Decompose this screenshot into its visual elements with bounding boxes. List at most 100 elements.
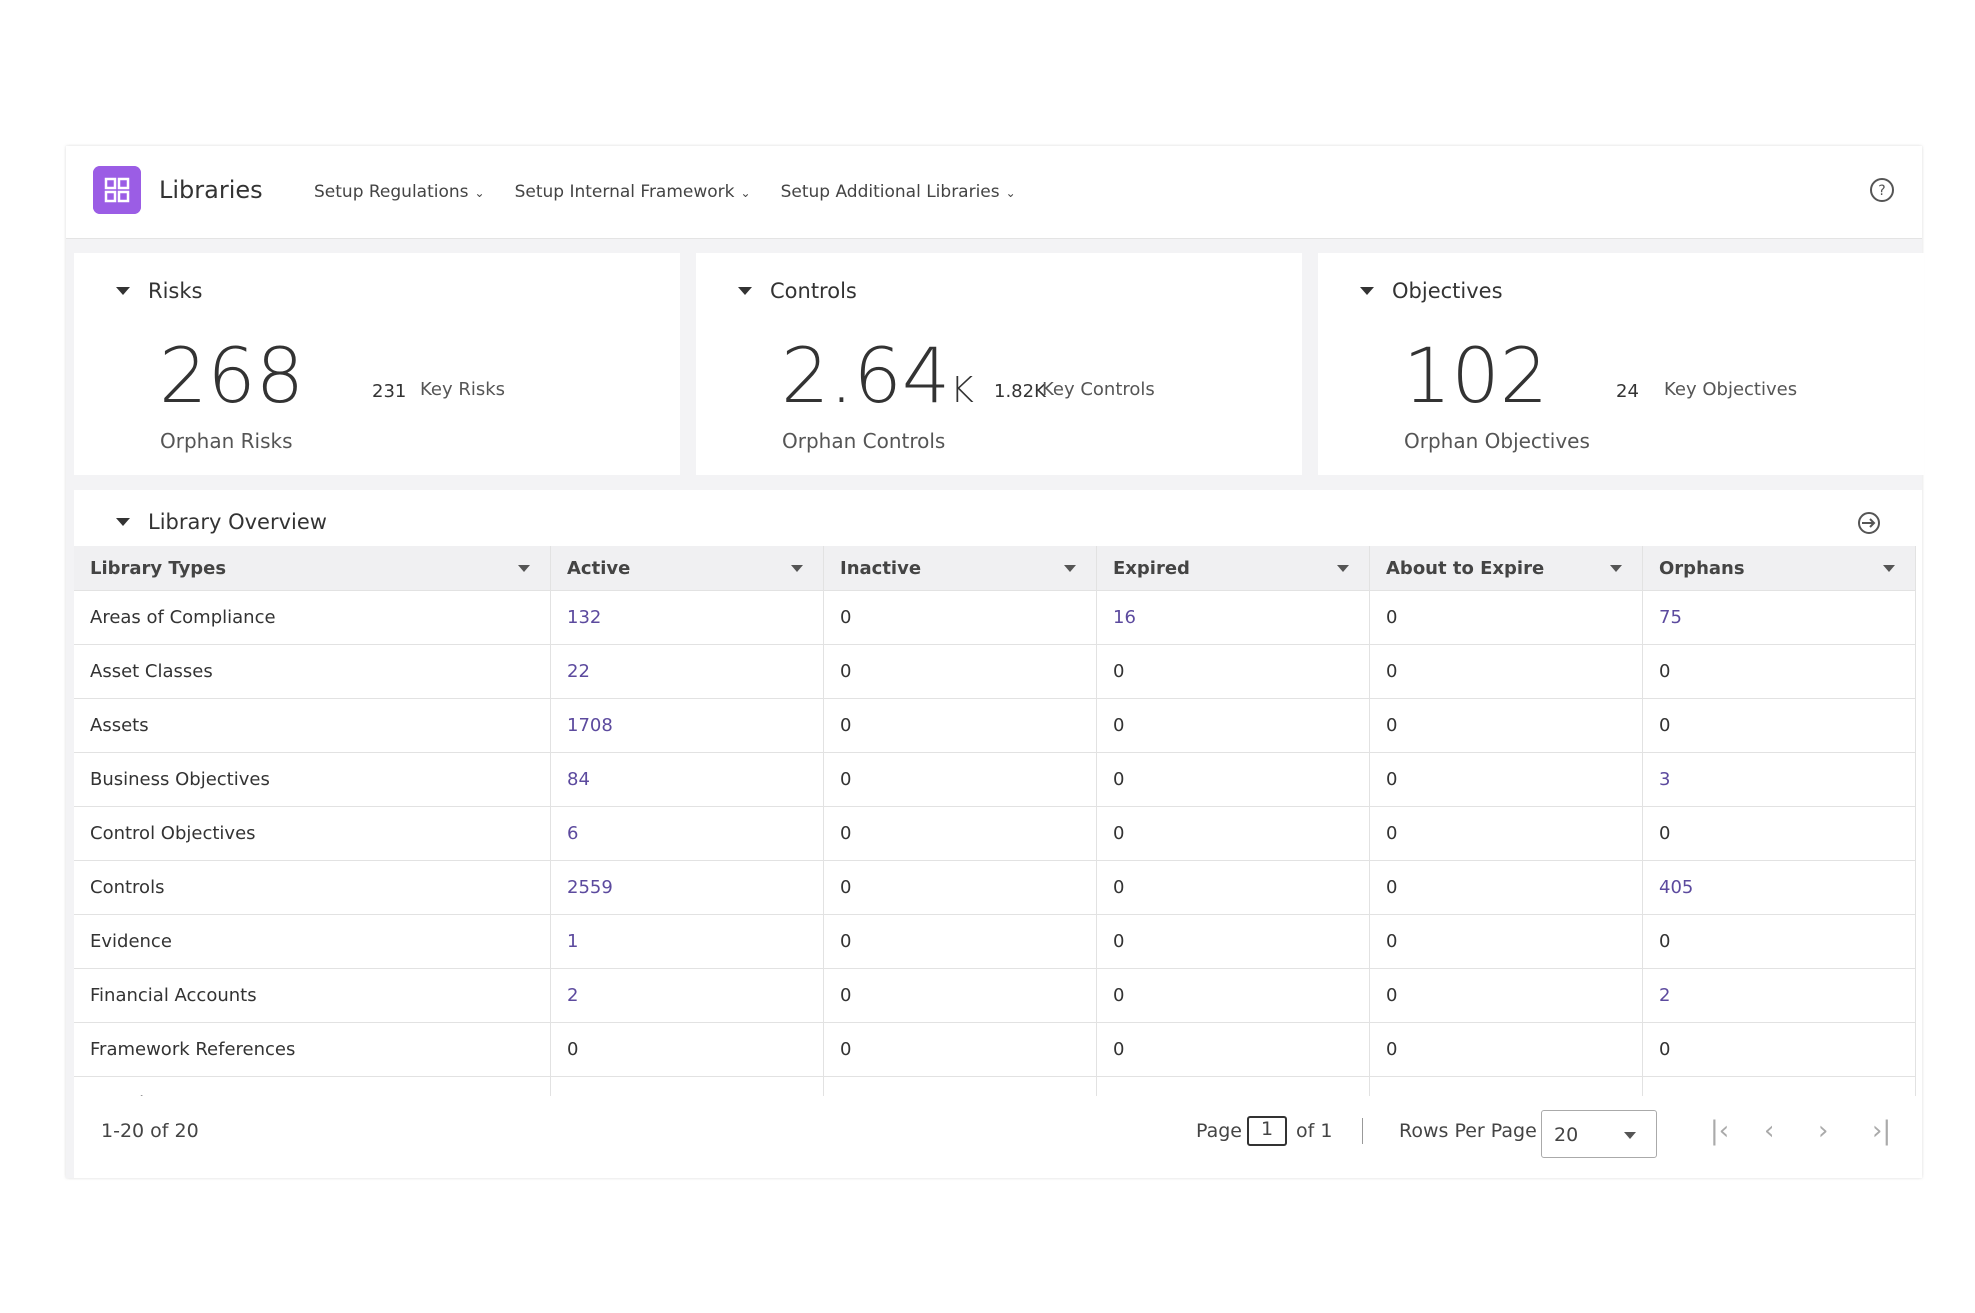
rows-value: 20 — [1554, 1124, 1579, 1146]
cell[interactable]: 2559 — [551, 861, 824, 914]
collapse-icon[interactable] — [738, 287, 752, 295]
cell[interactable]: 1708 — [551, 699, 824, 752]
cell: Financial Accounts — [74, 969, 551, 1022]
table: Library Types Active Inactive Expired About … — [74, 546, 1916, 1096]
column-label: Active — [567, 557, 631, 579]
cell: Business Objectives — [74, 753, 551, 806]
column-label: Inactive — [840, 557, 922, 579]
row: Functions210000 — [74, 1077, 1916, 1096]
key-label: Key Risks — [420, 379, 506, 400]
cell: 0 — [824, 699, 1097, 752]
collapse-icon[interactable] — [116, 518, 130, 526]
cell[interactable]: 22 — [551, 645, 824, 698]
cell[interactable]: 2 — [551, 969, 824, 1022]
row: Assets 1708 0 0 0 0 — [74, 699, 1916, 753]
cell: 0 — [1370, 1023, 1643, 1076]
logo — [93, 166, 141, 214]
export-icon[interactable] — [1856, 510, 1882, 536]
of-label: of 1 — [1296, 1120, 1333, 1142]
rows-select[interactable]: 20 — [1541, 1110, 1657, 1158]
card-value: 268 — [159, 331, 304, 420]
card: Controls 2.64K Orphan Controls 1.82K Key Con… — [696, 253, 1302, 475]
row: Business Objectives 84 0 0 0 3 — [74, 753, 1916, 807]
cell[interactable]: 132 — [551, 591, 824, 644]
column-label: Library Types — [90, 557, 227, 579]
help-icon[interactable]: ? — [1868, 176, 1896, 204]
cell: 0 — [1097, 861, 1370, 914]
row: Evidence 1 0 0 0 0 — [74, 915, 1916, 969]
card-title: Risks — [148, 279, 203, 303]
cell: Controls — [74, 861, 551, 914]
nav-item[interactable]: Setup Regulations ⌄ — [314, 182, 485, 202]
pager-button[interactable]: › — [1818, 1116, 1829, 1146]
value: 102 — [1403, 331, 1549, 420]
cell[interactable]: 1 — [551, 915, 824, 968]
column-header[interactable]: Expired — [1097, 546, 1370, 590]
svg-text:?: ? — [1878, 183, 1885, 199]
pager-button[interactable]: ‹ — [1764, 1116, 1775, 1146]
rows-label: Rows Per Page — [1399, 1120, 1537, 1142]
nav-label: Setup Internal Framework — [514, 182, 735, 202]
row: Controls 2559 0 0 0 405 — [74, 861, 1916, 915]
key-value: 24 — [1616, 381, 1639, 402]
card: Risks 268 Orphan Risks 231 Key Risks — [74, 253, 680, 475]
value: 268 — [159, 331, 305, 420]
cell: Assets — [74, 699, 551, 752]
cell: 0 — [824, 915, 1097, 968]
cell: 0 — [1370, 699, 1643, 752]
cell: 0 — [551, 1023, 824, 1076]
nav-label: Setup Regulations — [314, 182, 469, 202]
page-input[interactable]: 1 — [1247, 1116, 1287, 1146]
pager-button[interactable]: ›| — [1872, 1116, 1892, 1146]
row: Framework References 0 0 0 0 0 — [74, 1023, 1916, 1077]
cell[interactable]: 84 — [551, 753, 824, 806]
cell[interactable]: 21 — [551, 1077, 824, 1096]
cell: Evidence — [74, 915, 551, 968]
card-value: 2.64K — [781, 331, 974, 420]
cell[interactable]: 3 — [1643, 753, 1916, 806]
cell[interactable]: 6 — [551, 807, 824, 860]
cell: 0 — [1097, 645, 1370, 698]
overview: Library Overview Library Types Active Inac… — [74, 490, 1922, 1178]
column-header[interactable]: Library Types — [74, 546, 551, 590]
cell: Control Objectives — [74, 807, 551, 860]
cell: 0 — [1370, 969, 1643, 1022]
card-title: Objectives — [1392, 279, 1503, 303]
cell[interactable]: 16 — [1097, 591, 1370, 644]
page-label: Page — [1196, 1120, 1242, 1142]
cell[interactable]: 2 — [1643, 969, 1916, 1022]
cell: 0 — [1643, 915, 1916, 968]
cell: 0 — [1097, 915, 1370, 968]
column-header[interactable]: Inactive — [824, 546, 1097, 590]
sort-icon — [1337, 565, 1349, 572]
column-label: Orphans — [1659, 557, 1745, 579]
cell: 0 — [824, 591, 1097, 644]
cell[interactable]: 405 — [1643, 861, 1916, 914]
column-header[interactable]: Orphans — [1643, 546, 1916, 590]
nav-item[interactable]: Setup Internal Framework ⌄ — [515, 182, 751, 202]
cell[interactable]: 75 — [1643, 591, 1916, 644]
chevron: ⌄ — [1005, 186, 1016, 200]
card: Objectives 102 Orphan Objectives 24 Key Obje… — [1318, 253, 1924, 475]
key-label: Key Controls — [1042, 379, 1155, 400]
cell: 0 — [1643, 645, 1916, 698]
cell: 0 — [1643, 1023, 1916, 1076]
nav-item[interactable]: Setup Additional Libraries ⌄ — [781, 182, 1016, 202]
cell: Areas of Compliance — [74, 591, 551, 644]
cell: 0 — [1643, 807, 1916, 860]
pager-button[interactable]: |‹ — [1710, 1116, 1730, 1146]
collapse-icon[interactable] — [1360, 287, 1374, 295]
column-header[interactable]: About to Expire — [1370, 546, 1643, 590]
column-header[interactable]: Active — [551, 546, 824, 590]
card-value: 102 — [1403, 331, 1548, 420]
key-value: 231 — [372, 381, 407, 402]
cell: 0 — [1097, 1077, 1370, 1096]
cell: 0 — [1097, 699, 1370, 752]
cell: 0 — [824, 969, 1097, 1022]
collapse-icon[interactable] — [116, 287, 130, 295]
cell: 0 — [824, 1023, 1097, 1076]
column-label: About to Expire — [1386, 557, 1545, 579]
card-label: Orphan Objectives — [1404, 429, 1590, 453]
cell: 0 — [1097, 807, 1370, 860]
